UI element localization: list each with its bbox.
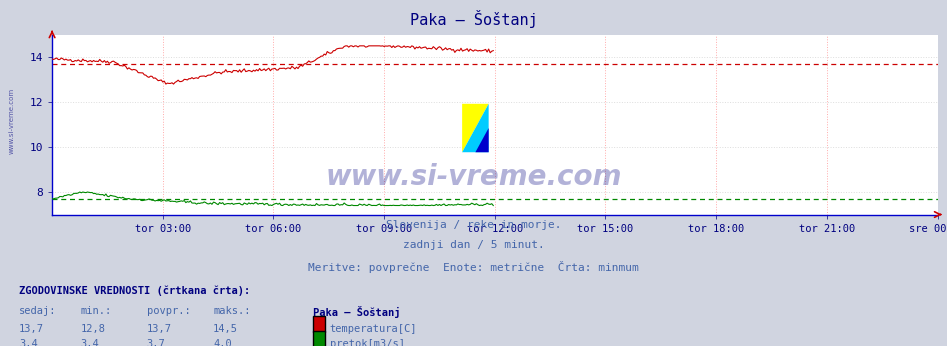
Text: 3,7: 3,7 bbox=[147, 339, 166, 346]
Text: Slovenija / reke in morje.: Slovenija / reke in morje. bbox=[385, 220, 562, 230]
Text: www.si-vreme.com: www.si-vreme.com bbox=[325, 163, 622, 191]
Text: temperatura[C]: temperatura[C] bbox=[330, 324, 417, 334]
Text: Paka – Šoštanj: Paka – Šoštanj bbox=[410, 10, 537, 28]
Text: min.:: min.: bbox=[80, 306, 112, 316]
Text: maks.:: maks.: bbox=[213, 306, 251, 316]
Text: 3,4: 3,4 bbox=[80, 339, 99, 346]
Text: zadnji dan / 5 minut.: zadnji dan / 5 minut. bbox=[402, 240, 545, 251]
Text: pretok[m3/s]: pretok[m3/s] bbox=[330, 339, 404, 346]
Text: Paka – Šoštanj: Paka – Šoštanj bbox=[313, 306, 400, 318]
Text: povpr.:: povpr.: bbox=[147, 306, 190, 316]
Text: 14,5: 14,5 bbox=[213, 324, 238, 334]
Text: 13,7: 13,7 bbox=[147, 324, 171, 334]
Text: sedaj:: sedaj: bbox=[19, 306, 57, 316]
Text: www.si-vreme.com: www.si-vreme.com bbox=[9, 88, 14, 154]
Text: 12,8: 12,8 bbox=[80, 324, 105, 334]
Text: 13,7: 13,7 bbox=[19, 324, 44, 334]
Text: Meritve: povprečne  Enote: metrične  Črta: minmum: Meritve: povprečne Enote: metrične Črta:… bbox=[308, 261, 639, 273]
Text: ZGODOVINSKE VREDNOSTI (črtkana črta):: ZGODOVINSKE VREDNOSTI (črtkana črta): bbox=[19, 285, 250, 296]
Text: 3,4: 3,4 bbox=[19, 339, 38, 346]
Text: 4,0: 4,0 bbox=[213, 339, 232, 346]
